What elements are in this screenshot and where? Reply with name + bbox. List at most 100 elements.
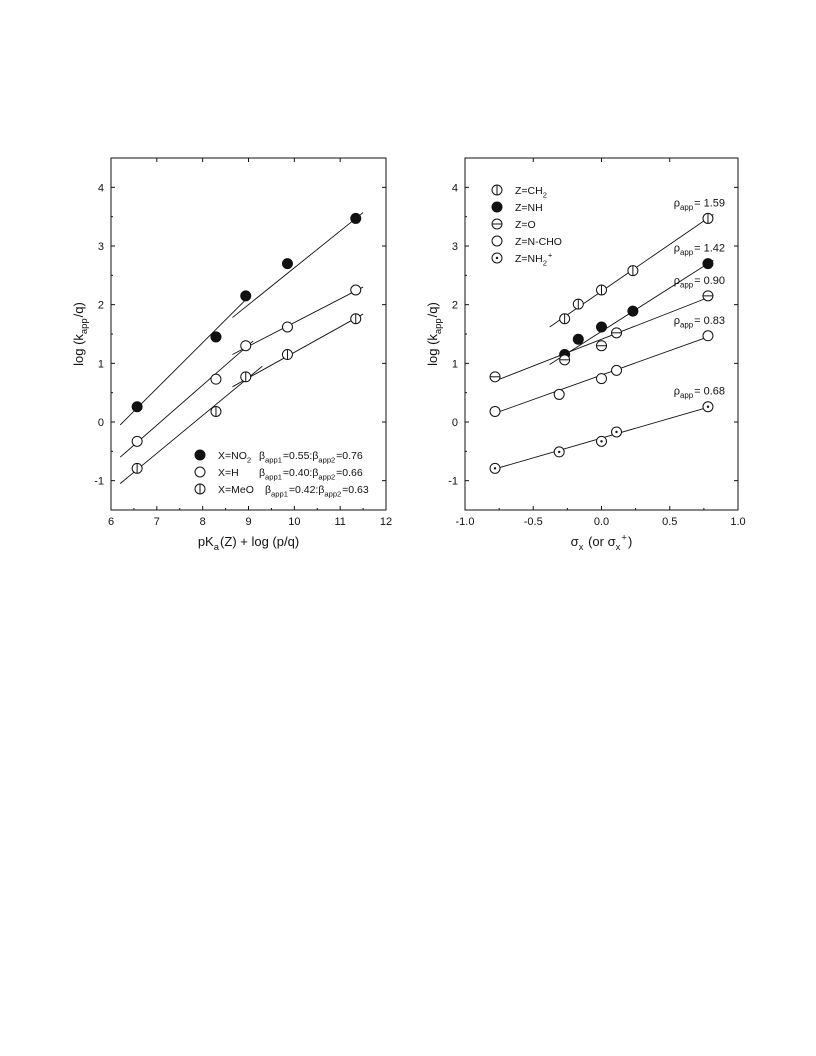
data-point xyxy=(572,298,584,310)
data-point xyxy=(702,258,714,270)
data-point-dot xyxy=(557,450,561,454)
data-point xyxy=(240,340,252,352)
legend-marker xyxy=(194,483,206,495)
legend-beta-values: βapp1 =0.40:βapp2 =0.66 xyxy=(259,467,363,481)
data-point-shape xyxy=(281,321,293,333)
x-axis-label: σx (or σx + ) xyxy=(571,532,633,553)
data-point xyxy=(611,364,623,376)
fit-line xyxy=(232,313,364,388)
y-tick-label: 2 xyxy=(452,300,458,312)
x-tick-label: -0.5 xyxy=(524,516,543,528)
data-point xyxy=(559,354,571,366)
fit-line xyxy=(232,286,364,355)
data-point xyxy=(489,371,501,383)
data-point xyxy=(281,321,293,333)
legend-label: X=H xyxy=(218,467,239,479)
x-axis-label: pKa (Z) + log (p/q) xyxy=(198,534,299,552)
y-tick-label: -1 xyxy=(94,476,104,488)
x-tick-label: 8 xyxy=(200,516,206,528)
data-point-shape xyxy=(210,373,222,385)
data-point xyxy=(131,462,143,474)
data-point-shape xyxy=(131,435,143,447)
data-point xyxy=(702,212,714,224)
data-point xyxy=(702,290,714,302)
data-point-shape xyxy=(596,373,607,385)
data-point xyxy=(553,388,565,400)
data-point-shape xyxy=(350,284,362,296)
rho-annotation: ρapp = 0.90 xyxy=(674,275,725,290)
data-point xyxy=(350,284,362,296)
legend-marker xyxy=(491,201,503,213)
legend-marker xyxy=(491,218,503,230)
legend-label: Z=NH xyxy=(515,202,543,214)
data-point xyxy=(210,373,222,385)
data-point xyxy=(596,340,607,352)
data-point-dot xyxy=(600,440,603,443)
x-tick-label: 12 xyxy=(380,516,392,528)
series-z-o xyxy=(489,290,714,383)
data-point xyxy=(240,290,252,302)
x-tick-label: 1.0 xyxy=(730,516,745,528)
y-tick-label: 1 xyxy=(98,358,104,370)
rho-annotation: ρapp = 1.59 xyxy=(674,197,725,212)
data-point-shape xyxy=(627,305,639,317)
y-tick-label: 2 xyxy=(98,300,104,312)
fit-line xyxy=(494,297,709,382)
y-tick-label: 1 xyxy=(452,358,458,370)
data-point xyxy=(572,333,584,345)
legend-label: Z=O xyxy=(515,219,536,231)
data-point-dot xyxy=(493,467,497,470)
data-point xyxy=(611,426,623,438)
data-point xyxy=(281,258,293,270)
data-point xyxy=(596,373,607,385)
rho-annotation: ρapp = 0.68 xyxy=(674,386,725,401)
data-point xyxy=(489,405,501,417)
series-x-no2 xyxy=(119,212,364,426)
legend-marker xyxy=(491,235,503,247)
data-point xyxy=(553,446,565,458)
data-point xyxy=(611,327,623,339)
y-tick-label: -1 xyxy=(448,476,458,488)
chart-right-rho-plot: -1.0 -0.5 0.0 0.5 1.0 -1 0 1 2 3 4 σx (or σx + ) log… xyxy=(425,157,746,553)
legend-label: X=NO2 xyxy=(218,450,252,464)
data-point xyxy=(702,401,714,413)
y-tick-label: 3 xyxy=(452,241,458,253)
data-point xyxy=(596,321,607,333)
x-tick-label: 9 xyxy=(245,516,251,528)
data-point xyxy=(240,371,252,383)
legend-label: X=MeO xyxy=(218,484,254,496)
data-point-shape xyxy=(489,405,501,417)
x-tick-label: 11 xyxy=(334,516,345,528)
legend-marker xyxy=(194,466,206,478)
x-tick-label: 6 xyxy=(108,516,114,528)
legend-beta-values: βapp1 =0.42:βapp2 =0.63 xyxy=(265,484,369,498)
x-tick-label: 10 xyxy=(288,516,300,528)
data-point-shape xyxy=(240,340,252,352)
series-x-meo xyxy=(119,313,364,484)
legend-marker xyxy=(491,252,503,264)
data-point xyxy=(489,462,501,474)
data-point-shape xyxy=(281,258,293,270)
data-point xyxy=(281,349,293,361)
data-point xyxy=(210,405,222,417)
series-z-nh2- xyxy=(489,401,714,474)
data-point-shape xyxy=(553,388,565,400)
data-point xyxy=(596,435,607,447)
data-point xyxy=(627,265,639,277)
fit-line xyxy=(119,294,252,426)
y-tick-label: 4 xyxy=(452,182,458,194)
data-point-shape xyxy=(240,290,252,302)
y-tick-label: 0 xyxy=(452,417,458,429)
data-point-shape xyxy=(131,401,143,413)
legend-marker-dot xyxy=(495,256,499,260)
data-point xyxy=(131,401,143,413)
legend-label: Z=NH2 + xyxy=(515,251,553,268)
series-z-ch2 xyxy=(549,212,714,328)
x-tick-label: 0.5 xyxy=(662,516,677,528)
x-tick-label: 7 xyxy=(154,516,160,528)
plot-frame xyxy=(464,157,739,511)
legend-marker-shape xyxy=(491,235,503,247)
data-point-shape xyxy=(702,258,714,270)
x-tick-label: 0.0 xyxy=(594,516,609,528)
